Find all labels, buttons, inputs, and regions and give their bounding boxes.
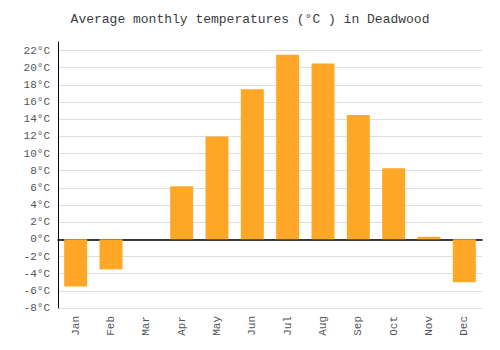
svg-text:Feb: Feb <box>105 316 117 336</box>
svg-text:12°C: 12°C <box>24 130 51 142</box>
svg-text:Jul: Jul <box>282 316 294 336</box>
svg-text:-2°C: -2°C <box>24 251 51 263</box>
svg-text:Jan: Jan <box>70 316 82 336</box>
svg-text:2°C: 2°C <box>30 216 50 228</box>
svg-text:Apr: Apr <box>176 316 188 336</box>
svg-text:0°C: 0°C <box>30 233 50 245</box>
svg-text:-6°C: -6°C <box>24 285 51 297</box>
svg-text:Aug: Aug <box>317 316 329 336</box>
svg-text:Dec: Dec <box>458 316 470 336</box>
svg-text:6°C: 6°C <box>30 182 50 194</box>
svg-text:Oct: Oct <box>388 316 400 336</box>
svg-text:Sep: Sep <box>352 316 364 336</box>
svg-text:May: May <box>211 316 223 336</box>
svg-text:-4°C: -4°C <box>24 268 51 280</box>
svg-text:Jun: Jun <box>246 316 258 336</box>
svg-text:4°C: 4°C <box>30 199 50 211</box>
svg-text:18°C: 18°C <box>24 79 51 91</box>
svg-text:20°C: 20°C <box>24 62 51 74</box>
svg-text:Mar: Mar <box>140 316 152 336</box>
svg-text:8°C: 8°C <box>30 165 50 177</box>
svg-text:Average monthly temperatures (: Average monthly temperatures (°C ) in De… <box>71 12 430 27</box>
svg-text:Nov: Nov <box>423 316 435 336</box>
svg-text:10°C: 10°C <box>24 148 51 160</box>
svg-text:16°C: 16°C <box>24 96 51 108</box>
svg-text:-8°C: -8°C <box>24 302 51 314</box>
svg-text:22°C: 22°C <box>24 45 51 57</box>
svg-text:14°C: 14°C <box>24 113 51 125</box>
